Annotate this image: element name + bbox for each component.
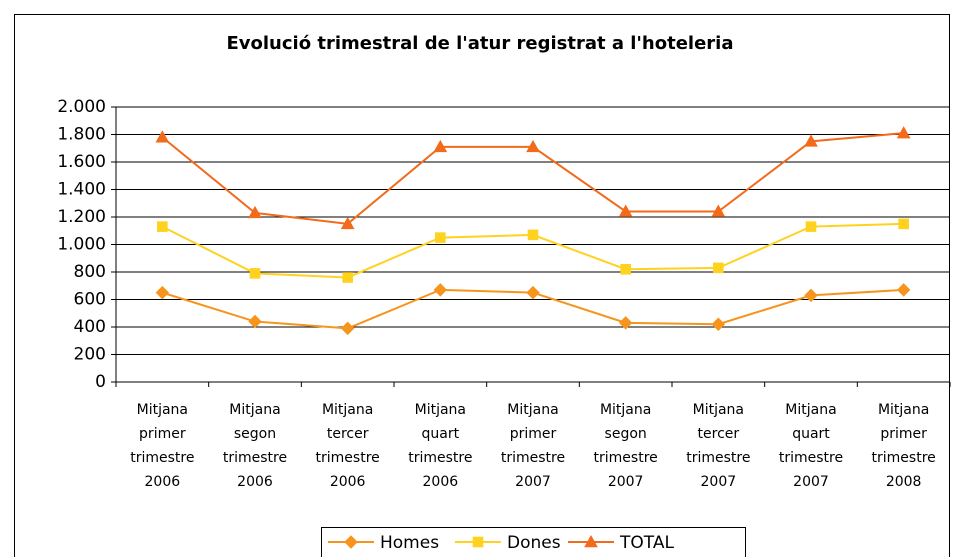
x-tick-label: Mitjana segon trimestre 2007 [593, 402, 658, 490]
y-tick-label: 1.200 [57, 207, 106, 227]
marker [711, 204, 726, 217]
marker [248, 314, 262, 329]
legend-label: Dones [507, 533, 561, 553]
marker [618, 316, 633, 330]
y-tick-label: 1.000 [57, 235, 106, 255]
marker [804, 134, 818, 147]
marker [805, 221, 817, 232]
marker [618, 204, 633, 217]
y-tick-label: 1.800 [57, 125, 106, 145]
marker [898, 218, 909, 230]
legend-box [321, 527, 746, 557]
marker [433, 139, 448, 153]
y-tick-label: 1.600 [57, 152, 106, 172]
marker [157, 221, 168, 232]
y-tick-label: 2.000 [57, 97, 106, 117]
y-tick-label: 800 [74, 262, 106, 282]
marker [526, 139, 540, 153]
y-tick-label: 600 [74, 290, 106, 310]
chart-border [14, 14, 950, 557]
x-tick-label: Mitjana primer trimestre 2008 [871, 402, 936, 490]
y-tick-label: 200 [74, 345, 106, 365]
marker [155, 285, 170, 300]
marker [435, 232, 446, 243]
x-tick-label: Mitjana tercer trimestre 2006 [315, 402, 380, 490]
marker [248, 205, 262, 219]
marker [472, 536, 484, 548]
marker [584, 534, 598, 548]
marker [155, 130, 170, 143]
legend-label: TOTAL [619, 533, 674, 553]
marker [620, 263, 631, 275]
x-tick-label: Mitjana quart trimestre 2006 [408, 402, 473, 490]
marker [527, 229, 539, 241]
x-tick-label: Mitjana segon trimestre 2006 [222, 402, 288, 490]
y-tick-label: 1.400 [57, 180, 106, 200]
marker [526, 285, 540, 300]
marker [433, 283, 448, 297]
marker [342, 272, 353, 283]
marker [896, 126, 911, 139]
marker [340, 321, 355, 336]
x-tick-label: Mitjana quart trimestre 2007 [778, 402, 844, 490]
marker [713, 262, 724, 274]
legend-label: Homes [380, 533, 439, 553]
marker [344, 535, 358, 549]
x-tick-label: Mitjana primer trimestre 2006 [130, 402, 195, 490]
chart-title: Evolució trimestral de l'atur registrat … [226, 33, 733, 54]
marker [340, 216, 355, 230]
marker [804, 288, 818, 303]
marker [896, 283, 911, 297]
y-tick-label: 400 [74, 317, 106, 337]
marker [249, 268, 261, 279]
x-tick-label: Mitjana tercer trimestre 2007 [686, 402, 751, 490]
marker [711, 317, 726, 331]
x-tick-label: Mitjana primer trimestre 2007 [500, 402, 566, 490]
y-tick-label: 0 [95, 372, 106, 392]
